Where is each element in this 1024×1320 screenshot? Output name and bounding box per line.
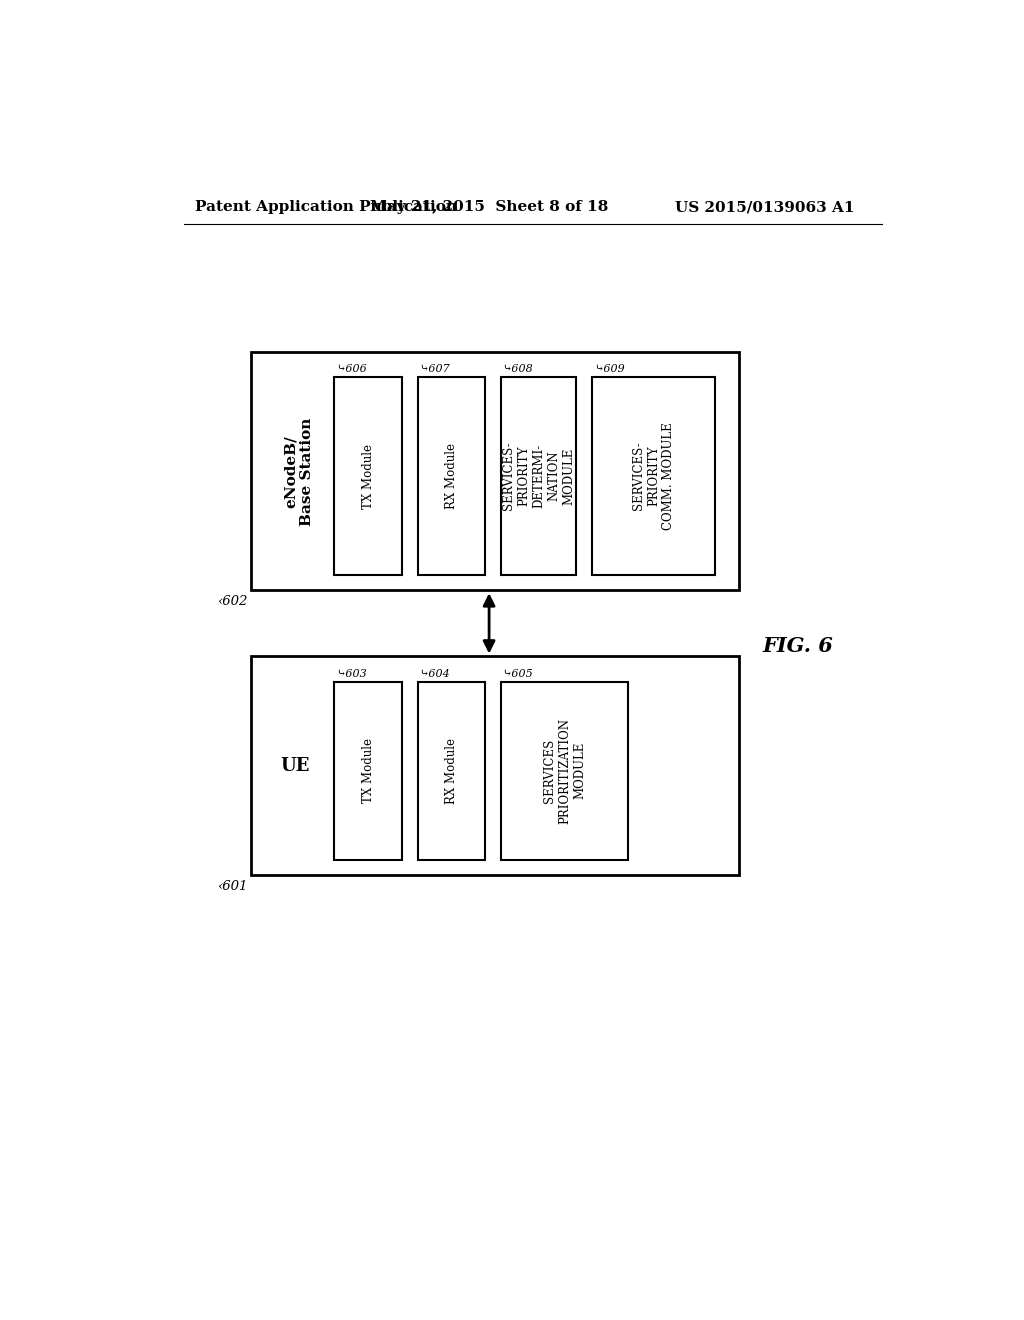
Text: eNodeB/
Base Station: eNodeB/ Base Station xyxy=(284,417,313,525)
Text: ‹602: ‹602 xyxy=(217,595,247,609)
Text: TX Module: TX Module xyxy=(361,738,375,804)
Bar xyxy=(418,682,485,859)
Text: FIG. 6: FIG. 6 xyxy=(763,636,834,656)
Text: Patent Application Publication: Patent Application Publication xyxy=(196,201,458,214)
Text: RX Module: RX Module xyxy=(444,444,458,510)
Text: ⤷607: ⤷607 xyxy=(419,364,450,374)
Bar xyxy=(334,682,401,859)
Text: UE: UE xyxy=(280,758,309,775)
Text: SERVICES-
PRIORITY
DETERMI-
NATION
MODULE: SERVICES- PRIORITY DETERMI- NATION MODUL… xyxy=(502,442,575,511)
Bar xyxy=(251,656,739,875)
Bar xyxy=(501,378,577,576)
Text: ⤷608: ⤷608 xyxy=(503,364,534,374)
Text: ⤷605: ⤷605 xyxy=(503,669,534,678)
Bar xyxy=(334,378,401,576)
Bar xyxy=(592,378,715,576)
Text: RX Module: RX Module xyxy=(444,738,458,804)
Text: SERVICES
PRIORITIZATION
MODULE: SERVICES PRIORITIZATION MODULE xyxy=(543,718,586,824)
Bar xyxy=(251,351,739,590)
Bar xyxy=(501,682,628,859)
Text: ‹601: ‹601 xyxy=(217,880,247,894)
Text: ⤷604: ⤷604 xyxy=(419,669,450,678)
Bar xyxy=(418,378,485,576)
Text: US 2015/0139063 A1: US 2015/0139063 A1 xyxy=(675,201,854,214)
Text: TX Module: TX Module xyxy=(361,444,375,508)
Text: ⤷606: ⤷606 xyxy=(336,364,367,374)
Text: May 21, 2015  Sheet 8 of 18: May 21, 2015 Sheet 8 of 18 xyxy=(370,201,608,214)
Text: ⤷603: ⤷603 xyxy=(336,669,367,678)
Text: SERVICES-
PRIORITY
COMM. MODULE: SERVICES- PRIORITY COMM. MODULE xyxy=(632,422,675,529)
Text: ⤷609: ⤷609 xyxy=(594,364,625,374)
